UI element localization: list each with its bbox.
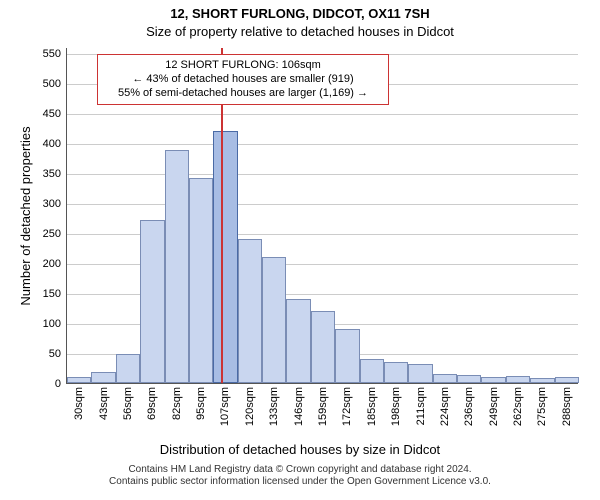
- y-tick-label: 150: [43, 288, 67, 300]
- y-tick-label: 400: [43, 138, 67, 150]
- y-tick-label: 200: [43, 258, 67, 270]
- bar: [286, 299, 310, 383]
- x-tick-label: 249sqm: [488, 383, 500, 426]
- y-tick-label: 300: [43, 198, 67, 210]
- grid-line: [67, 144, 578, 145]
- y-tick-label: 100: [43, 318, 67, 330]
- bar: [165, 150, 189, 383]
- bar: [116, 354, 140, 383]
- chart-title-address: 12, SHORT FURLONG, DIDCOT, OX11 7SH: [0, 6, 600, 21]
- grid-line: [67, 114, 578, 115]
- info-line-3: 55% of semi-detached houses are larger (…: [102, 87, 384, 101]
- bar: [457, 375, 481, 383]
- x-tick-label: 43sqm: [98, 383, 110, 420]
- plot-area: 050100150200250300350400450500550 30sqm4…: [66, 48, 578, 384]
- x-tick-label: 30sqm: [73, 383, 85, 420]
- footer-copyright: Contains HM Land Registry data © Crown c…: [0, 464, 600, 488]
- grid-line: [67, 204, 578, 205]
- x-tick-label: 224sqm: [439, 383, 451, 426]
- chart-title-subtitle: Size of property relative to detached ho…: [0, 24, 600, 39]
- bar: [140, 220, 164, 383]
- bar: [189, 178, 213, 383]
- info-line-2: ← 43% of detached houses are smaller (91…: [102, 73, 384, 87]
- x-tick-label: 69sqm: [146, 383, 158, 420]
- x-tick-label: 198sqm: [390, 383, 402, 426]
- bar: [360, 359, 384, 383]
- summary-info-box: 12 SHORT FURLONG: 106sqm ← 43% of detach…: [97, 54, 389, 105]
- footer-line-1: Contains HM Land Registry data © Crown c…: [128, 464, 471, 475]
- x-tick-label: 236sqm: [463, 383, 475, 426]
- grid-line: [67, 174, 578, 175]
- x-tick-label: 275sqm: [536, 383, 548, 426]
- y-tick-label: 0: [55, 378, 67, 390]
- bar: [384, 362, 408, 383]
- x-tick-label: 211sqm: [415, 383, 427, 425]
- bar: [506, 376, 530, 383]
- x-axis-label: Distribution of detached houses by size …: [0, 442, 600, 457]
- bar: [433, 374, 457, 383]
- y-axis-label: Number of detached properties: [18, 48, 33, 384]
- y-tick-label: 250: [43, 228, 67, 240]
- x-tick-label: 95sqm: [195, 383, 207, 420]
- x-tick-label: 159sqm: [317, 383, 329, 426]
- x-tick-label: 172sqm: [341, 383, 353, 426]
- bar: [91, 372, 115, 383]
- x-tick-label: 133sqm: [268, 383, 280, 426]
- x-tick-label: 185sqm: [366, 383, 378, 426]
- x-tick-label: 107sqm: [219, 383, 231, 426]
- x-tick-label: 262sqm: [512, 383, 524, 426]
- bar: [262, 257, 286, 383]
- chart-container: 12, SHORT FURLONG, DIDCOT, OX11 7SH Size…: [0, 0, 600, 500]
- bar: [335, 329, 359, 383]
- x-tick-label: 288sqm: [561, 383, 573, 426]
- x-tick-label: 120sqm: [244, 383, 256, 426]
- bar: [238, 239, 262, 383]
- info-line-1: 12 SHORT FURLONG: 106sqm: [102, 59, 384, 73]
- x-tick-label: 56sqm: [122, 383, 134, 420]
- footer-line-2: Contains public sector information licen…: [109, 476, 491, 487]
- bar: [408, 364, 432, 383]
- bar: [213, 131, 237, 383]
- y-tick-label: 500: [43, 78, 67, 90]
- x-tick-label: 146sqm: [293, 383, 305, 426]
- bar: [311, 311, 335, 383]
- y-tick-label: 50: [49, 348, 67, 360]
- x-tick-label: 82sqm: [171, 383, 183, 420]
- y-tick-label: 550: [43, 48, 67, 60]
- y-tick-label: 450: [43, 108, 67, 120]
- y-tick-label: 350: [43, 168, 67, 180]
